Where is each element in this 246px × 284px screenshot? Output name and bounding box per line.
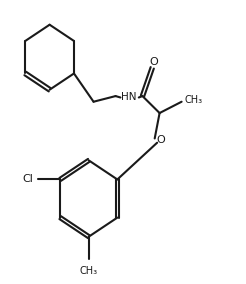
Text: O: O (149, 57, 158, 67)
Text: CH₃: CH₃ (184, 95, 202, 105)
Text: Cl: Cl (22, 174, 33, 184)
Text: HN: HN (121, 93, 137, 103)
Text: O: O (156, 135, 165, 145)
Text: CH₃: CH₃ (80, 266, 98, 276)
